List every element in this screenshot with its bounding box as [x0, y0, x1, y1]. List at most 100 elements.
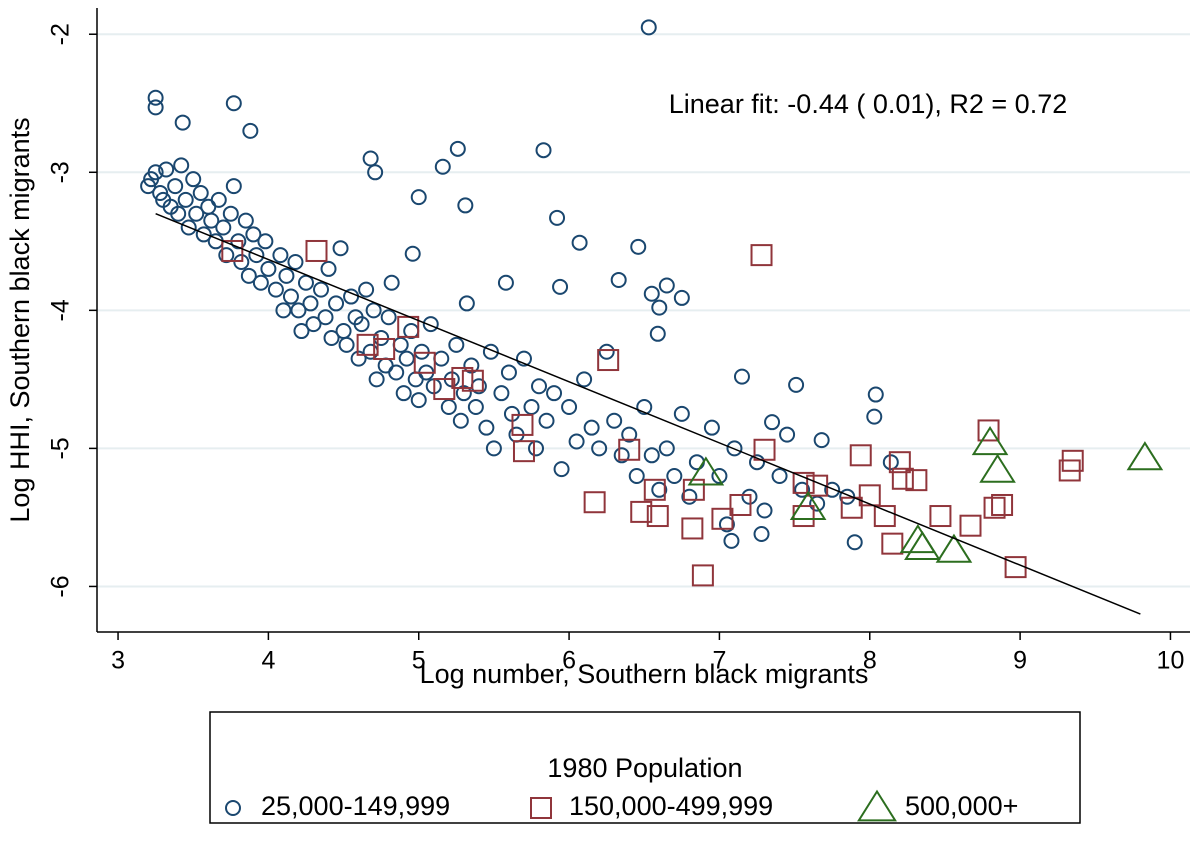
point: [461, 369, 484, 392]
point: [290, 302, 307, 319]
x-tick-label: 3: [111, 647, 125, 675]
point: [723, 532, 740, 549]
point: [278, 267, 295, 284]
point: [467, 398, 484, 415]
point: [398, 350, 415, 367]
point: [407, 371, 424, 388]
point: [703, 419, 720, 436]
y-tick-label: -3: [47, 161, 75, 183]
point: [866, 408, 883, 425]
point: [991, 493, 1014, 516]
point: [535, 142, 552, 159]
point: [332, 240, 349, 257]
point: [203, 212, 220, 229]
point: [546, 385, 563, 402]
point: [658, 440, 675, 457]
point: [643, 478, 666, 501]
point: [528, 440, 545, 457]
point: [413, 351, 436, 374]
x-tick-label: 9: [1013, 647, 1027, 675]
point: [891, 467, 914, 490]
point: [248, 247, 265, 264]
point: [267, 281, 284, 298]
point: [756, 502, 773, 519]
point: [531, 378, 548, 395]
y-tick-label: -4: [47, 299, 75, 321]
point: [750, 244, 773, 267]
point: [651, 481, 668, 498]
point: [515, 350, 532, 367]
point: [867, 386, 884, 403]
point: [858, 484, 881, 507]
point: [373, 329, 390, 346]
legend-marker: [857, 789, 897, 822]
point: [726, 440, 743, 457]
point: [373, 337, 396, 360]
point: [813, 432, 830, 449]
point: [983, 496, 1006, 519]
point: [353, 316, 370, 333]
point: [410, 392, 427, 409]
point: [362, 150, 379, 167]
point: [643, 285, 660, 302]
y-tick-label: -2: [47, 23, 75, 45]
point: [282, 288, 299, 305]
legend-label: 150,000-499,999: [569, 791, 773, 821]
point: [630, 238, 647, 255]
point: [200, 198, 217, 215]
point: [979, 453, 1016, 483]
x-tick-label: 7: [712, 647, 726, 675]
legend-label: 25,000-149,999: [261, 791, 450, 821]
point: [392, 336, 409, 353]
point: [905, 469, 928, 492]
point: [610, 271, 627, 288]
point: [583, 491, 606, 514]
point: [840, 496, 863, 519]
point: [618, 438, 641, 461]
point: [365, 302, 382, 319]
annotation: Linear fit: -0.44 ( 0.01), R2 = 0.72: [669, 89, 1067, 119]
point: [195, 226, 212, 243]
point: [388, 364, 405, 381]
point: [170, 205, 187, 222]
point: [440, 398, 457, 415]
legend-box: [209, 711, 1081, 824]
point: [846, 534, 863, 551]
point: [452, 412, 469, 429]
point: [733, 368, 750, 385]
point: [221, 239, 244, 262]
point: [597, 349, 620, 372]
point: [553, 461, 570, 478]
point: [147, 164, 164, 181]
point: [651, 299, 668, 316]
point: [272, 247, 289, 264]
point: [613, 447, 630, 464]
point: [383, 274, 400, 291]
point: [643, 447, 660, 464]
point: [174, 114, 191, 131]
x-tick-label: 5: [412, 647, 426, 675]
point: [147, 89, 164, 106]
point: [260, 260, 277, 277]
point: [395, 385, 412, 402]
fit-line: [155, 213, 1141, 615]
point: [257, 233, 274, 250]
point: [621, 426, 638, 443]
point: [658, 277, 675, 294]
point: [538, 412, 555, 429]
point: [317, 309, 334, 326]
point: [971, 425, 1009, 456]
point: [792, 471, 815, 494]
point: [449, 140, 466, 157]
point: [434, 158, 451, 175]
point: [549, 209, 566, 226]
y-axis-title: Log HHI, Southern black migrants: [5, 117, 35, 522]
point: [711, 468, 728, 484]
point: [568, 433, 585, 450]
point: [368, 371, 385, 388]
point: [275, 302, 292, 319]
point: [881, 532, 904, 555]
point: [792, 505, 815, 528]
point: [362, 343, 379, 360]
point: [457, 197, 474, 214]
